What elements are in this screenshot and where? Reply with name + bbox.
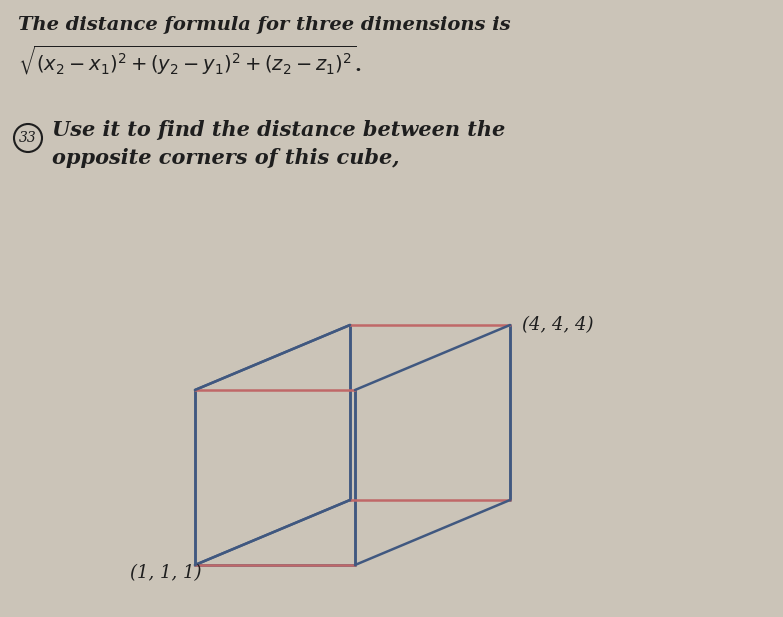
Text: $\sqrt{(x_2-x_1)^2+(y_2-y_1)^2+(z_2-z_1)^2}$.: $\sqrt{(x_2-x_1)^2+(y_2-y_1)^2+(z_2-z_1)…: [18, 44, 362, 77]
Text: opposite corners of this cube,: opposite corners of this cube,: [52, 148, 399, 168]
Text: (4, 4, 4): (4, 4, 4): [522, 316, 594, 334]
Text: 33: 33: [19, 131, 37, 145]
Text: (1, 1, 1): (1, 1, 1): [130, 564, 201, 582]
Text: Use it to find the distance between the: Use it to find the distance between the: [52, 120, 505, 140]
Text: The distance formula for three dimensions is: The distance formula for three dimension…: [18, 16, 511, 34]
